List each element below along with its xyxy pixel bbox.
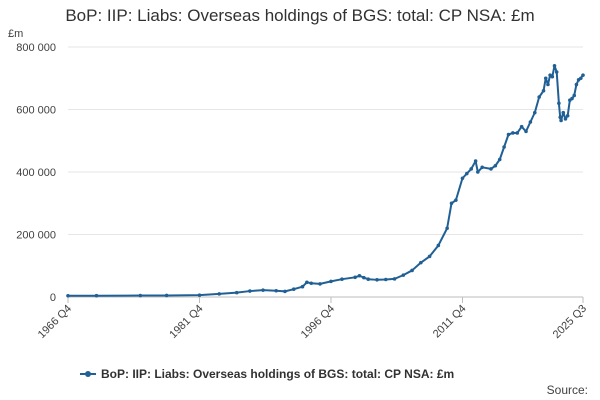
data-point[interactable] [274, 288, 278, 293]
data-point[interactable] [427, 254, 432, 259]
data-point[interactable] [138, 293, 143, 298]
y-tick-label: 600 000 [16, 105, 56, 117]
series-layer [66, 63, 585, 298]
data-point[interactable] [329, 279, 333, 284]
data-point[interactable] [557, 101, 561, 106]
data-point[interactable] [476, 170, 480, 174]
data-point[interactable] [570, 96, 574, 101]
data-point[interactable] [493, 163, 498, 168]
data-point[interactable] [480, 165, 484, 170]
data-point[interactable] [563, 117, 568, 121]
legend-dot-marker [85, 371, 91, 377]
data-point[interactable] [300, 284, 305, 289]
data-point[interactable] [66, 293, 70, 298]
data-point[interactable] [375, 278, 379, 282]
legend-label: BoP: IIP: Liabs: Overseas holdings of BG… [101, 367, 454, 381]
data-point[interactable] [366, 277, 371, 281]
data-point[interactable] [574, 82, 579, 87]
y-tick-label: 800 000 [16, 42, 56, 54]
legend[interactable]: BoP: IIP: Liabs: Overseas holdings of BG… [80, 367, 454, 381]
x-tick-label: 1981 Q4 [167, 303, 205, 341]
data-point[interactable] [552, 63, 557, 68]
x-tick-label: 1996 Q4 [299, 303, 337, 341]
data-point[interactable] [283, 289, 287, 294]
y-axis-ticks: 0 200 000 400 000 600 000 800 000 [16, 42, 56, 304]
data-point[interactable] [554, 70, 559, 74]
data-point[interactable] [261, 288, 265, 292]
data-point[interactable] [234, 290, 239, 295]
data-point[interactable] [291, 287, 296, 291]
chart-title: BoP: IIP: Liabs: Overseas holdings of BG… [65, 6, 535, 25]
data-point[interactable] [528, 120, 533, 124]
y-tick-label: 400 000 [16, 167, 56, 179]
data-point[interactable] [506, 132, 511, 137]
y-tick-label: 0 [50, 292, 56, 304]
source-label: Source: [547, 383, 588, 397]
x-axis-ticks: 1966 Q4 1981 Q4 1996 Q4 2011 Q4 2025 Q3 [36, 297, 589, 341]
data-point[interactable] [449, 201, 454, 206]
x-tick-label: 2025 Q3 [551, 303, 589, 341]
data-point[interactable] [537, 95, 541, 99]
data-point[interactable] [353, 275, 357, 280]
data-point[interactable] [502, 145, 506, 149]
data-point[interactable] [383, 277, 388, 282]
data-point[interactable] [515, 131, 520, 135]
data-point[interactable] [309, 281, 314, 286]
data-point[interactable] [558, 115, 563, 120]
data-point[interactable] [511, 131, 515, 135]
data-point[interactable] [546, 82, 550, 87]
data-point[interactable] [248, 289, 252, 293]
data-point[interactable] [519, 124, 524, 129]
data-point[interactable] [497, 157, 502, 162]
data-point[interactable] [164, 293, 169, 298]
data-point[interactable] [579, 76, 583, 81]
data-point[interactable] [436, 243, 441, 248]
data-point[interactable] [94, 293, 99, 298]
data-point[interactable] [318, 282, 322, 286]
data-point[interactable] [392, 277, 397, 281]
y-unit-label: £m [8, 28, 23, 40]
series-line[interactable] [67, 64, 584, 297]
data-point[interactable] [469, 167, 474, 171]
y-tick-label: 200 000 [16, 230, 56, 242]
data-point[interactable] [357, 273, 362, 278]
data-point[interactable] [565, 113, 570, 118]
data-point[interactable] [454, 198, 458, 202]
data-point[interactable] [559, 118, 563, 123]
data-point[interactable] [489, 167, 493, 171]
data-point[interactable] [419, 260, 423, 265]
data-point[interactable] [460, 176, 465, 181]
x-tick-label: 1966 Q4 [36, 303, 74, 341]
data-point[interactable] [445, 226, 449, 231]
data-point[interactable] [305, 280, 309, 285]
gridlines [68, 46, 583, 298]
data-point[interactable] [550, 74, 555, 79]
data-point[interactable] [532, 110, 537, 115]
data-point[interactable] [340, 277, 344, 281]
data-point[interactable] [561, 110, 566, 115]
data-point[interactable] [541, 88, 546, 93]
data-point[interactable] [473, 159, 478, 163]
data-point[interactable] [362, 275, 366, 280]
data-point[interactable] [217, 292, 222, 296]
data-point[interactable] [572, 93, 577, 98]
data-point[interactable] [465, 171, 469, 176]
x-tick-label: 2011 Q4 [431, 303, 469, 341]
data-point[interactable] [524, 129, 528, 134]
data-point[interactable] [401, 273, 406, 277]
data-point[interactable] [410, 268, 414, 273]
data-point[interactable] [543, 76, 548, 81]
data-point[interactable] [197, 293, 202, 297]
data-point[interactable] [581, 73, 585, 77]
